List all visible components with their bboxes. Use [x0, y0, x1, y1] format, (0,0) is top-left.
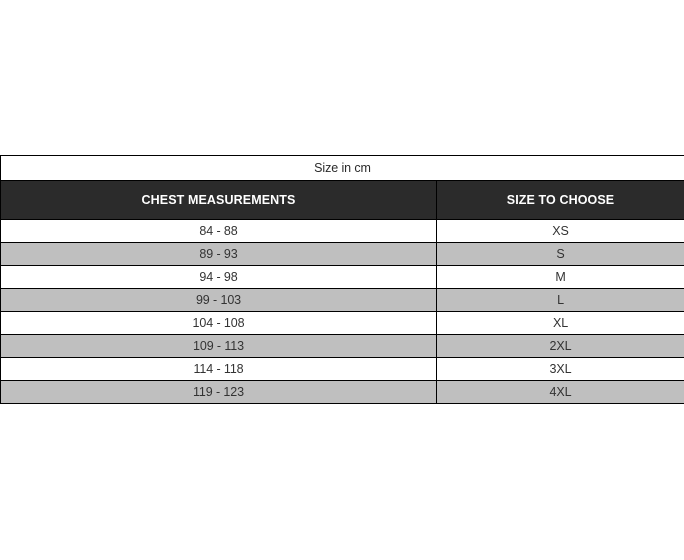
table-row: 114 - 118 3XL	[0, 357, 684, 381]
column-header-size-to-choose: SIZE TO CHOOSE	[436, 180, 684, 220]
table-title: Size in cm	[0, 155, 684, 181]
table-row: 84 - 88 XS	[0, 219, 684, 243]
cell-size-to-choose: S	[436, 242, 684, 266]
table-row: 109 - 113 2XL	[0, 334, 684, 358]
table-title-row: Size in cm	[0, 155, 684, 181]
table-row: 119 - 123 4XL	[0, 380, 684, 404]
cell-size-to-choose: M	[436, 265, 684, 289]
table-header-row: CHEST MEASUREMENTS SIZE TO CHOOSE	[0, 180, 684, 220]
cell-size-to-choose: 3XL	[436, 357, 684, 381]
cell-size-to-choose: XL	[436, 311, 684, 335]
cell-chest-measurement: 109 - 113	[0, 334, 437, 358]
column-header-chest-measurements: CHEST MEASUREMENTS	[0, 180, 437, 220]
cell-size-to-choose: 2XL	[436, 334, 684, 358]
table-row: 94 - 98 M	[0, 265, 684, 289]
cell-chest-measurement: 99 - 103	[0, 288, 437, 312]
table-row: 89 - 93 S	[0, 242, 684, 266]
table-row: 99 - 103 L	[0, 288, 684, 312]
cell-size-to-choose: L	[436, 288, 684, 312]
table-row: 104 - 108 XL	[0, 311, 684, 335]
size-chart-container: Size in cm CHEST MEASUREMENTS SIZE TO CH…	[0, 155, 684, 404]
cell-size-to-choose: XS	[436, 219, 684, 243]
cell-chest-measurement: 94 - 98	[0, 265, 437, 289]
cell-chest-measurement: 89 - 93	[0, 242, 437, 266]
cell-chest-measurement: 119 - 123	[0, 380, 437, 404]
cell-chest-measurement: 114 - 118	[0, 357, 437, 381]
cell-chest-measurement: 84 - 88	[0, 219, 437, 243]
size-chart-table: Size in cm CHEST MEASUREMENTS SIZE TO CH…	[0, 155, 684, 404]
cell-size-to-choose: 4XL	[436, 380, 684, 404]
cell-chest-measurement: 104 - 108	[0, 311, 437, 335]
